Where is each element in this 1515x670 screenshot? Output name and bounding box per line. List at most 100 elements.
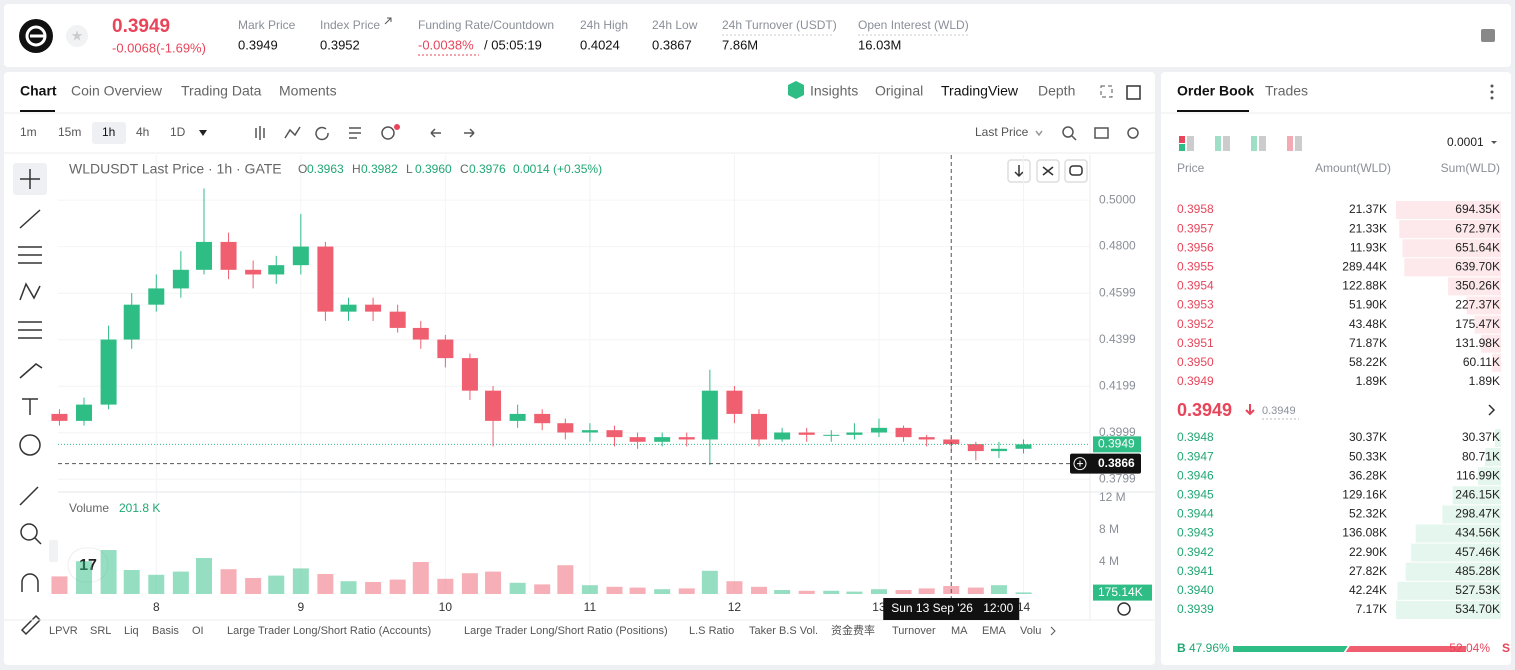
book-price[interactable]: 0.3954	[1177, 279, 1214, 293]
indicator[interactable]: SRL	[90, 625, 111, 637]
candle-body	[292, 246, 309, 266]
book-price[interactable]: 0.3940	[1177, 583, 1214, 597]
book-tab[interactable]: Order Book	[1177, 83, 1254, 99]
vol-tick-label: 4 M	[1099, 554, 1119, 568]
fullscreen-icon[interactable]	[1100, 85, 1113, 98]
book-price[interactable]: 0.3957	[1177, 221, 1214, 235]
x-tick-label: 13	[872, 600, 886, 614]
stat-label: Index Price	[320, 18, 380, 32]
indicator[interactable]: Large Trader Long/Short Ratio (Accounts)	[227, 625, 431, 637]
interval[interactable]: 1m	[20, 125, 37, 139]
book-price[interactable]: 0.3945	[1177, 487, 1214, 501]
book-sum: 350.26K	[1455, 279, 1500, 293]
menu-dot[interactable]	[1490, 84, 1494, 88]
tab[interactable]: Coin Overview	[71, 83, 163, 99]
interval[interactable]: 15m	[58, 125, 81, 139]
tab[interactable]: Trading Data	[181, 83, 262, 99]
price-type[interactable]: Last Price	[975, 125, 1029, 139]
indicator[interactable]: Taker B.S Vol.	[749, 625, 818, 637]
book-price[interactable]: 0.3939	[1177, 602, 1214, 616]
interval[interactable]: 1D	[170, 125, 186, 139]
book-price[interactable]: 0.3949	[1177, 374, 1214, 388]
add-icon[interactable]	[1073, 457, 1087, 471]
book-price[interactable]: 0.3946	[1177, 468, 1214, 482]
indicator[interactable]: L.S Ratio	[689, 625, 734, 637]
indicator[interactable]: OI	[192, 625, 204, 637]
book-price[interactable]: 0.3956	[1177, 240, 1214, 254]
volume-bar	[534, 584, 551, 594]
legend-key: C	[460, 162, 469, 176]
stat-label: Funding Rate/Countdown	[418, 18, 554, 32]
book-sum: 694.35K	[1455, 202, 1500, 216]
indicator[interactable]: Basis	[152, 625, 179, 637]
chevron[interactable]	[1488, 404, 1496, 416]
book-price[interactable]: 0.3948	[1177, 430, 1214, 444]
precision[interactable]: 0.0001	[1447, 135, 1484, 149]
book-price[interactable]: 0.3950	[1177, 355, 1214, 369]
book-sum: 60.11K	[1463, 355, 1500, 369]
book-amount: 289.44K	[1342, 259, 1387, 273]
crosshair-time: 12:00	[983, 601, 1013, 615]
view-tab[interactable]: TradingView	[941, 83, 1019, 99]
indicator[interactable]: Large Trader Long/Short Ratio (Positions…	[464, 625, 668, 637]
volume-bar	[245, 578, 262, 594]
candle-body	[220, 241, 237, 270]
x-tick-label: 11	[584, 600, 597, 614]
book-price[interactable]: 0.3952	[1177, 317, 1214, 331]
indicator[interactable]: Volu	[1020, 625, 1041, 637]
book-price[interactable]: 0.3944	[1177, 507, 1214, 521]
view-tab[interactable]: Depth	[1038, 83, 1075, 99]
candle-body	[317, 246, 334, 312]
depth-bar	[1452, 486, 1501, 505]
book-sum: 80.71K	[1462, 449, 1500, 463]
interval[interactable]: 4h	[136, 125, 149, 139]
candle-body	[990, 448, 1007, 452]
book-price[interactable]: 0.3943	[1177, 526, 1214, 540]
interval[interactable]: 1h	[102, 125, 115, 139]
book-layout-icons[interactable]	[1179, 136, 1497, 151]
view-tab[interactable]: Insights	[810, 83, 858, 99]
indicator[interactable]: EMA	[982, 625, 1007, 637]
favorite[interactable]	[66, 25, 88, 47]
volume-badge	[1093, 584, 1152, 601]
last-price-badge	[1093, 436, 1141, 453]
candle-body	[123, 304, 140, 340]
book-price[interactable]: 0.3955	[1177, 259, 1214, 273]
volume-bar	[990, 585, 1007, 594]
indicator[interactable]: LPVR	[49, 625, 78, 637]
volume-bar	[798, 590, 815, 594]
volume-bar	[317, 574, 334, 594]
tab[interactable]: Moments	[279, 83, 337, 99]
toggle-pane[interactable]	[49, 540, 58, 562]
book-sum: 527.53K	[1455, 583, 1500, 597]
window-icon[interactable]	[1126, 85, 1141, 100]
book-price[interactable]: 0.3947	[1177, 449, 1214, 463]
book-price[interactable]: 0.3951	[1177, 336, 1214, 350]
indicator[interactable]: 资金费率	[831, 623, 875, 637]
indicator[interactable]: Turnover	[892, 625, 936, 637]
book-icon[interactable]	[1481, 29, 1495, 42]
legend-change: 0.0014 (+0.35%)	[513, 162, 602, 176]
book-tab[interactable]: Trades	[1265, 83, 1308, 99]
candle-body	[798, 432, 815, 435]
dropdown-icon[interactable]	[199, 130, 207, 136]
stat-label: 24h High	[580, 18, 628, 32]
view-tab[interactable]: Original	[875, 83, 923, 99]
volume-bar	[485, 571, 502, 594]
book-price[interactable]: 0.3958	[1177, 202, 1214, 216]
book-price[interactable]: 0.3942	[1177, 545, 1214, 559]
volume-badge-label: 175.14K	[1098, 585, 1143, 599]
book-amount: 122.88K	[1342, 279, 1387, 293]
more-arrow[interactable]	[1050, 626, 1056, 636]
indicator[interactable]: MA	[951, 625, 968, 637]
candle-body	[365, 304, 382, 312]
book-price[interactable]: 0.3953	[1177, 298, 1214, 312]
candle-body	[774, 432, 791, 440]
book-price[interactable]: 0.3941	[1177, 564, 1214, 578]
book-sum: 116.99K	[1456, 468, 1500, 482]
book-amount: 36.28K	[1349, 468, 1387, 482]
drawing-tools	[13, 163, 47, 636]
indicator[interactable]: Liq	[124, 625, 139, 637]
tab[interactable]: Chart	[20, 83, 57, 99]
book-sum: 672.97K	[1455, 221, 1500, 235]
